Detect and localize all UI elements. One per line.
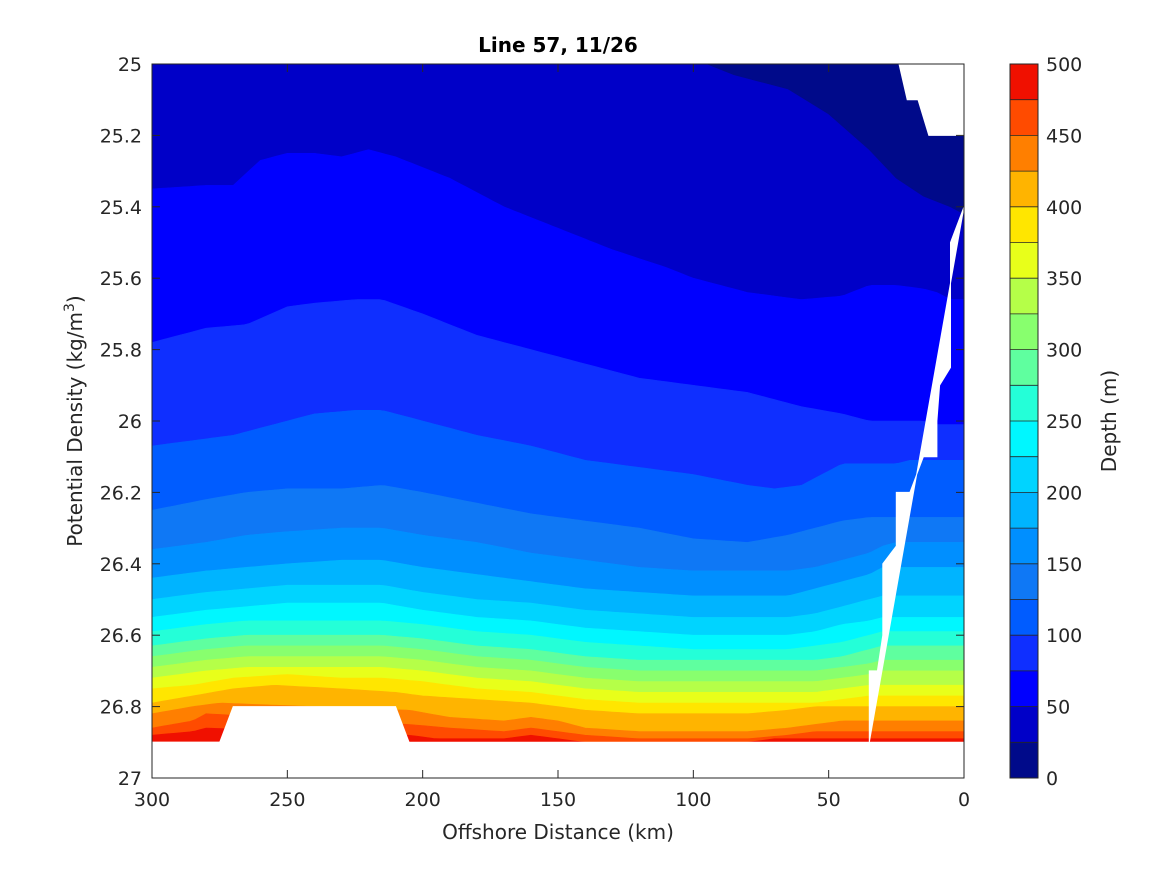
- colorbar-swatch: [1010, 421, 1038, 457]
- chart-title: Line 57, 11/26: [478, 33, 638, 57]
- contour-fills: [152, 64, 964, 743]
- y-tick-label: 27: [118, 768, 142, 790]
- x-axis: 300 250 200 150 100 50 0: [134, 64, 970, 811]
- colorbar-swatch: [1010, 563, 1038, 600]
- colorbar-swatch: [1010, 278, 1038, 314]
- mask-bottom-gap: [152, 706, 870, 778]
- x-tick-label: 250: [269, 789, 305, 811]
- x-tick-label: 100: [675, 789, 711, 811]
- y-tick-label: 25.2: [100, 125, 142, 147]
- colorbar-swatch: [1010, 349, 1038, 386]
- x-tick-label: 300: [134, 789, 170, 811]
- x-tick-label: 0: [958, 789, 970, 811]
- mask-right-edge: [898, 64, 964, 136]
- data-mask: [152, 64, 964, 778]
- x-tick-label: 150: [540, 789, 576, 811]
- colorbar-swatch: [1010, 385, 1038, 421]
- colorbar-swatch: [1010, 635, 1038, 671]
- y-tick-label: 25.6: [100, 268, 142, 290]
- colorbar-tick-label: 400: [1046, 197, 1082, 219]
- colorbar-tick-label: 200: [1046, 482, 1082, 504]
- colorbar-tick-label: 0: [1046, 768, 1058, 790]
- colorbar-label: Depth (m): [1097, 370, 1121, 472]
- x-tick-label: 200: [405, 789, 441, 811]
- colorbar-tick-label: 100: [1046, 625, 1082, 647]
- colorbar-tick-label: 250: [1046, 411, 1082, 433]
- y-tick-label: 26.2: [100, 482, 142, 504]
- x-axis-title: Offshore Distance (km): [442, 820, 674, 844]
- colorbar-swatch: [1010, 64, 1038, 100]
- mask-right-shelf: [868, 206, 964, 778]
- colorbar-tick-label: 150: [1046, 554, 1082, 576]
- x-tick-label: 50: [817, 789, 841, 811]
- colorbar-tick-label: 350: [1046, 268, 1082, 290]
- colorbar: 0 50 100 150 200 250 300 350 400 450 500: [1009, 54, 1082, 790]
- colorbar-tick-label: 500: [1046, 54, 1082, 76]
- y-tick-label: 26: [118, 411, 142, 433]
- colorbar-swatch: [1010, 599, 1038, 636]
- y-tick-label: 25: [118, 54, 142, 76]
- colorbar-swatch: [1010, 242, 1038, 279]
- colorbar-swatch: [1010, 528, 1038, 564]
- colorbar-swatch: [1010, 206, 1038, 243]
- colorbar-swatch: [1010, 492, 1038, 529]
- colorbar-swatch: [1010, 742, 1038, 778]
- mask-bottom-gap-left: [152, 741, 220, 778]
- colorbar-tick-label: 50: [1046, 697, 1070, 719]
- contour-band-0: [706, 64, 964, 215]
- colorbar-tick-label: 300: [1046, 340, 1082, 362]
- colorbar-swatch: [1010, 706, 1038, 743]
- y-tick-label: 26.8: [100, 697, 142, 719]
- y-tick-label: 26.6: [100, 625, 142, 647]
- y-tick-label: 25.4: [100, 197, 142, 219]
- y-tick-label: 25.8: [100, 340, 142, 362]
- y-axis-title: Potential Density (kg/m3): [62, 295, 87, 546]
- colorbar-swatch: [1010, 456, 1038, 493]
- colorbar-swatch: [1010, 313, 1038, 350]
- colorbar-swatch: [1010, 670, 1038, 707]
- colorbar-swatch: [1010, 135, 1038, 172]
- y-axis: 25 25.2 25.4 25.6 25.8 26 26.2 26.4 26.6 26.8 27: [100, 54, 964, 790]
- colorbar-tick-label: 450: [1046, 125, 1082, 147]
- colorbar-swatch: [1010, 99, 1038, 136]
- colorbar-frame: [1009, 63, 1039, 779]
- colorbar-swatch: [1010, 171, 1038, 207]
- y-tick-label: 26.4: [100, 554, 142, 576]
